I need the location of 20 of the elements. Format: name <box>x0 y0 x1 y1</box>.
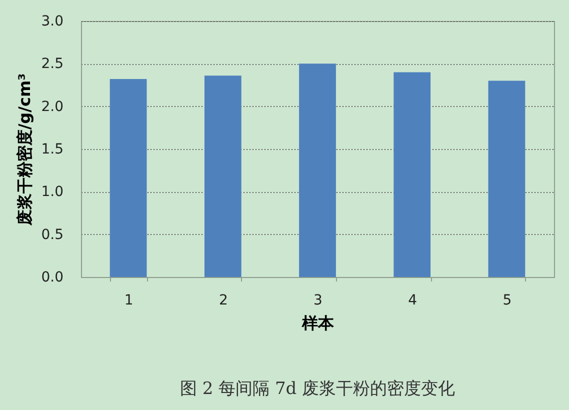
y-tick-label: 1.5 <box>41 142 64 158</box>
x-tick-label: 3 <box>314 292 322 308</box>
y-tick-label: 1.0 <box>41 184 64 200</box>
x-tick-label: 1 <box>124 292 134 308</box>
x-tick-label: 2 <box>218 292 228 308</box>
y-tick-label: 2.0 <box>41 98 64 115</box>
x-axis-title: 样本 <box>301 314 335 332</box>
y-tick-label: 3.0 <box>41 14 64 30</box>
y-tick-label: 2.5 <box>41 56 64 72</box>
bar <box>488 80 526 277</box>
y-tick-label: 0.5 <box>41 226 64 243</box>
bar <box>299 64 336 277</box>
y-tick-label: 0.0 <box>41 270 64 286</box>
y-axis-title: 废浆干粉密度/g/cm³ <box>15 73 34 227</box>
x-tick-label: 4 <box>408 292 418 308</box>
bar <box>204 76 242 277</box>
bar <box>394 72 431 277</box>
x-tick-label: 5 <box>502 292 512 308</box>
caption: 图 2 每间隔 7d 废浆干粉的密度变化 <box>180 379 456 399</box>
bar <box>110 79 147 277</box>
